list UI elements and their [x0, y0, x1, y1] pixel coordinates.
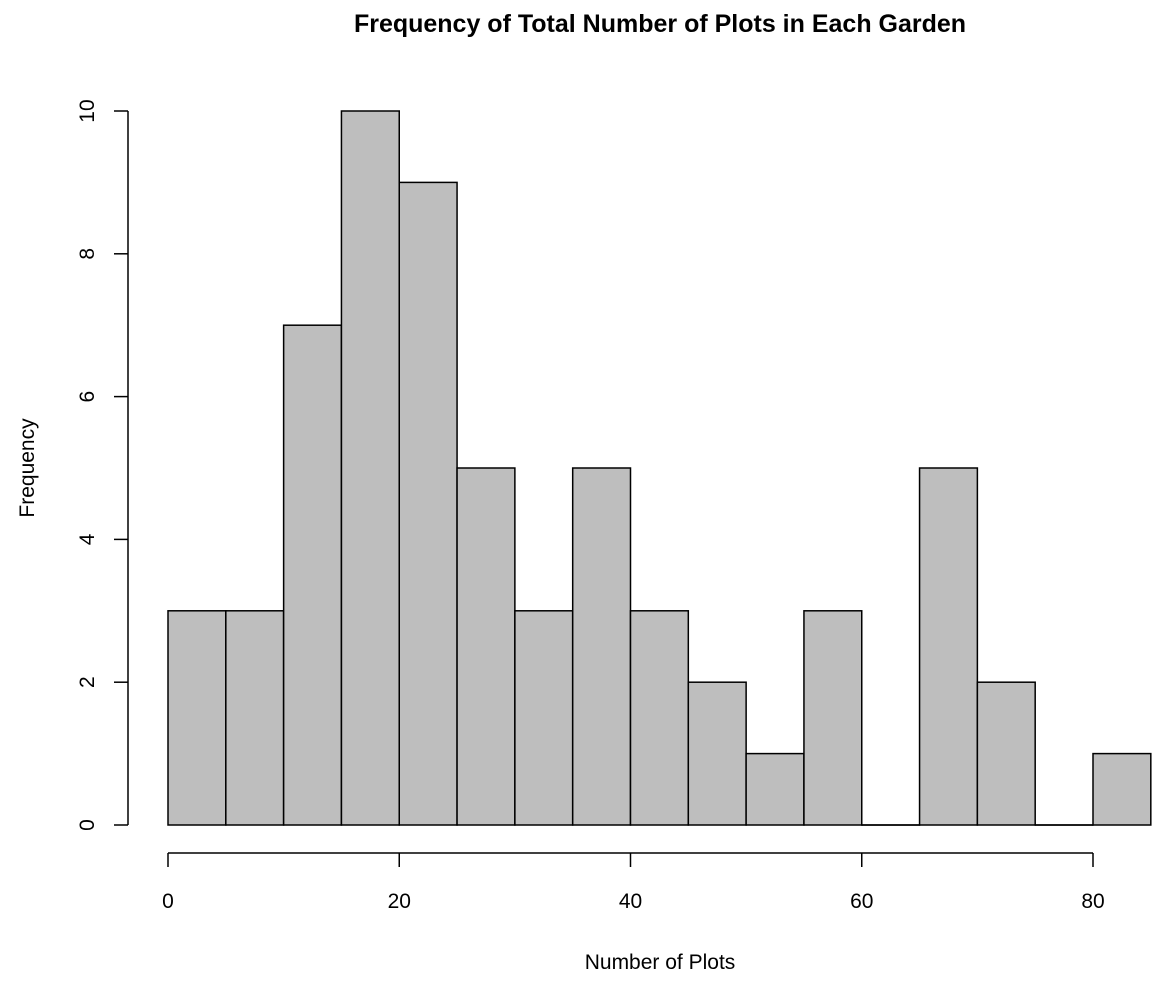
y-axis: 0 2 4 6 8 10 [76, 99, 129, 831]
histogram-bar-5-10 [225, 610, 285, 826]
y-tick-label: 0 [76, 819, 99, 831]
histogram-bar-70-75 [976, 681, 1036, 826]
x-tick-label: 80 [1081, 890, 1104, 913]
x-tick-label: 40 [619, 890, 642, 913]
histogram-bar-45-50 [687, 681, 747, 826]
histogram-bar-20-25 [398, 181, 458, 826]
histogram-bar-80-85 [1092, 752, 1152, 826]
histogram-bar-15-20 [340, 110, 400, 826]
y-tick-label: 2 [76, 676, 99, 688]
histogram-bar-0-5 [167, 610, 227, 826]
histogram-bar-25-30 [456, 467, 516, 826]
histogram-bar-10-15 [282, 324, 343, 826]
histogram-bar-35-40 [571, 467, 632, 826]
x-axis-label: Number of Plots [585, 951, 736, 974]
y-axis-label: Frequency [16, 418, 39, 518]
bars-group [167, 110, 1152, 826]
x-axis: 0 20 40 60 80 [162, 852, 1105, 913]
x-tick-label: 60 [850, 890, 873, 913]
histogram-bar-30-35 [514, 610, 574, 826]
histogram-bar-55-60 [803, 610, 863, 826]
y-tick-label: 4 [76, 533, 99, 545]
y-tick-label: 6 [76, 391, 99, 403]
y-tick-label: 8 [76, 248, 99, 260]
x-tick-label: 0 [162, 890, 174, 913]
chart-title: Frequency of Total Number of Plots in Ea… [354, 10, 966, 38]
histogram-bar-40-45 [629, 610, 690, 826]
histogram-bar-50-55 [745, 752, 805, 826]
y-tick-label: 10 [76, 99, 99, 122]
y-ticks: 0 2 4 6 8 10 [76, 99, 128, 831]
histogram-bar-65-70 [918, 467, 979, 826]
x-ticks: 0 20 40 60 80 [162, 853, 1105, 913]
x-tick-label: 20 [388, 890, 411, 913]
